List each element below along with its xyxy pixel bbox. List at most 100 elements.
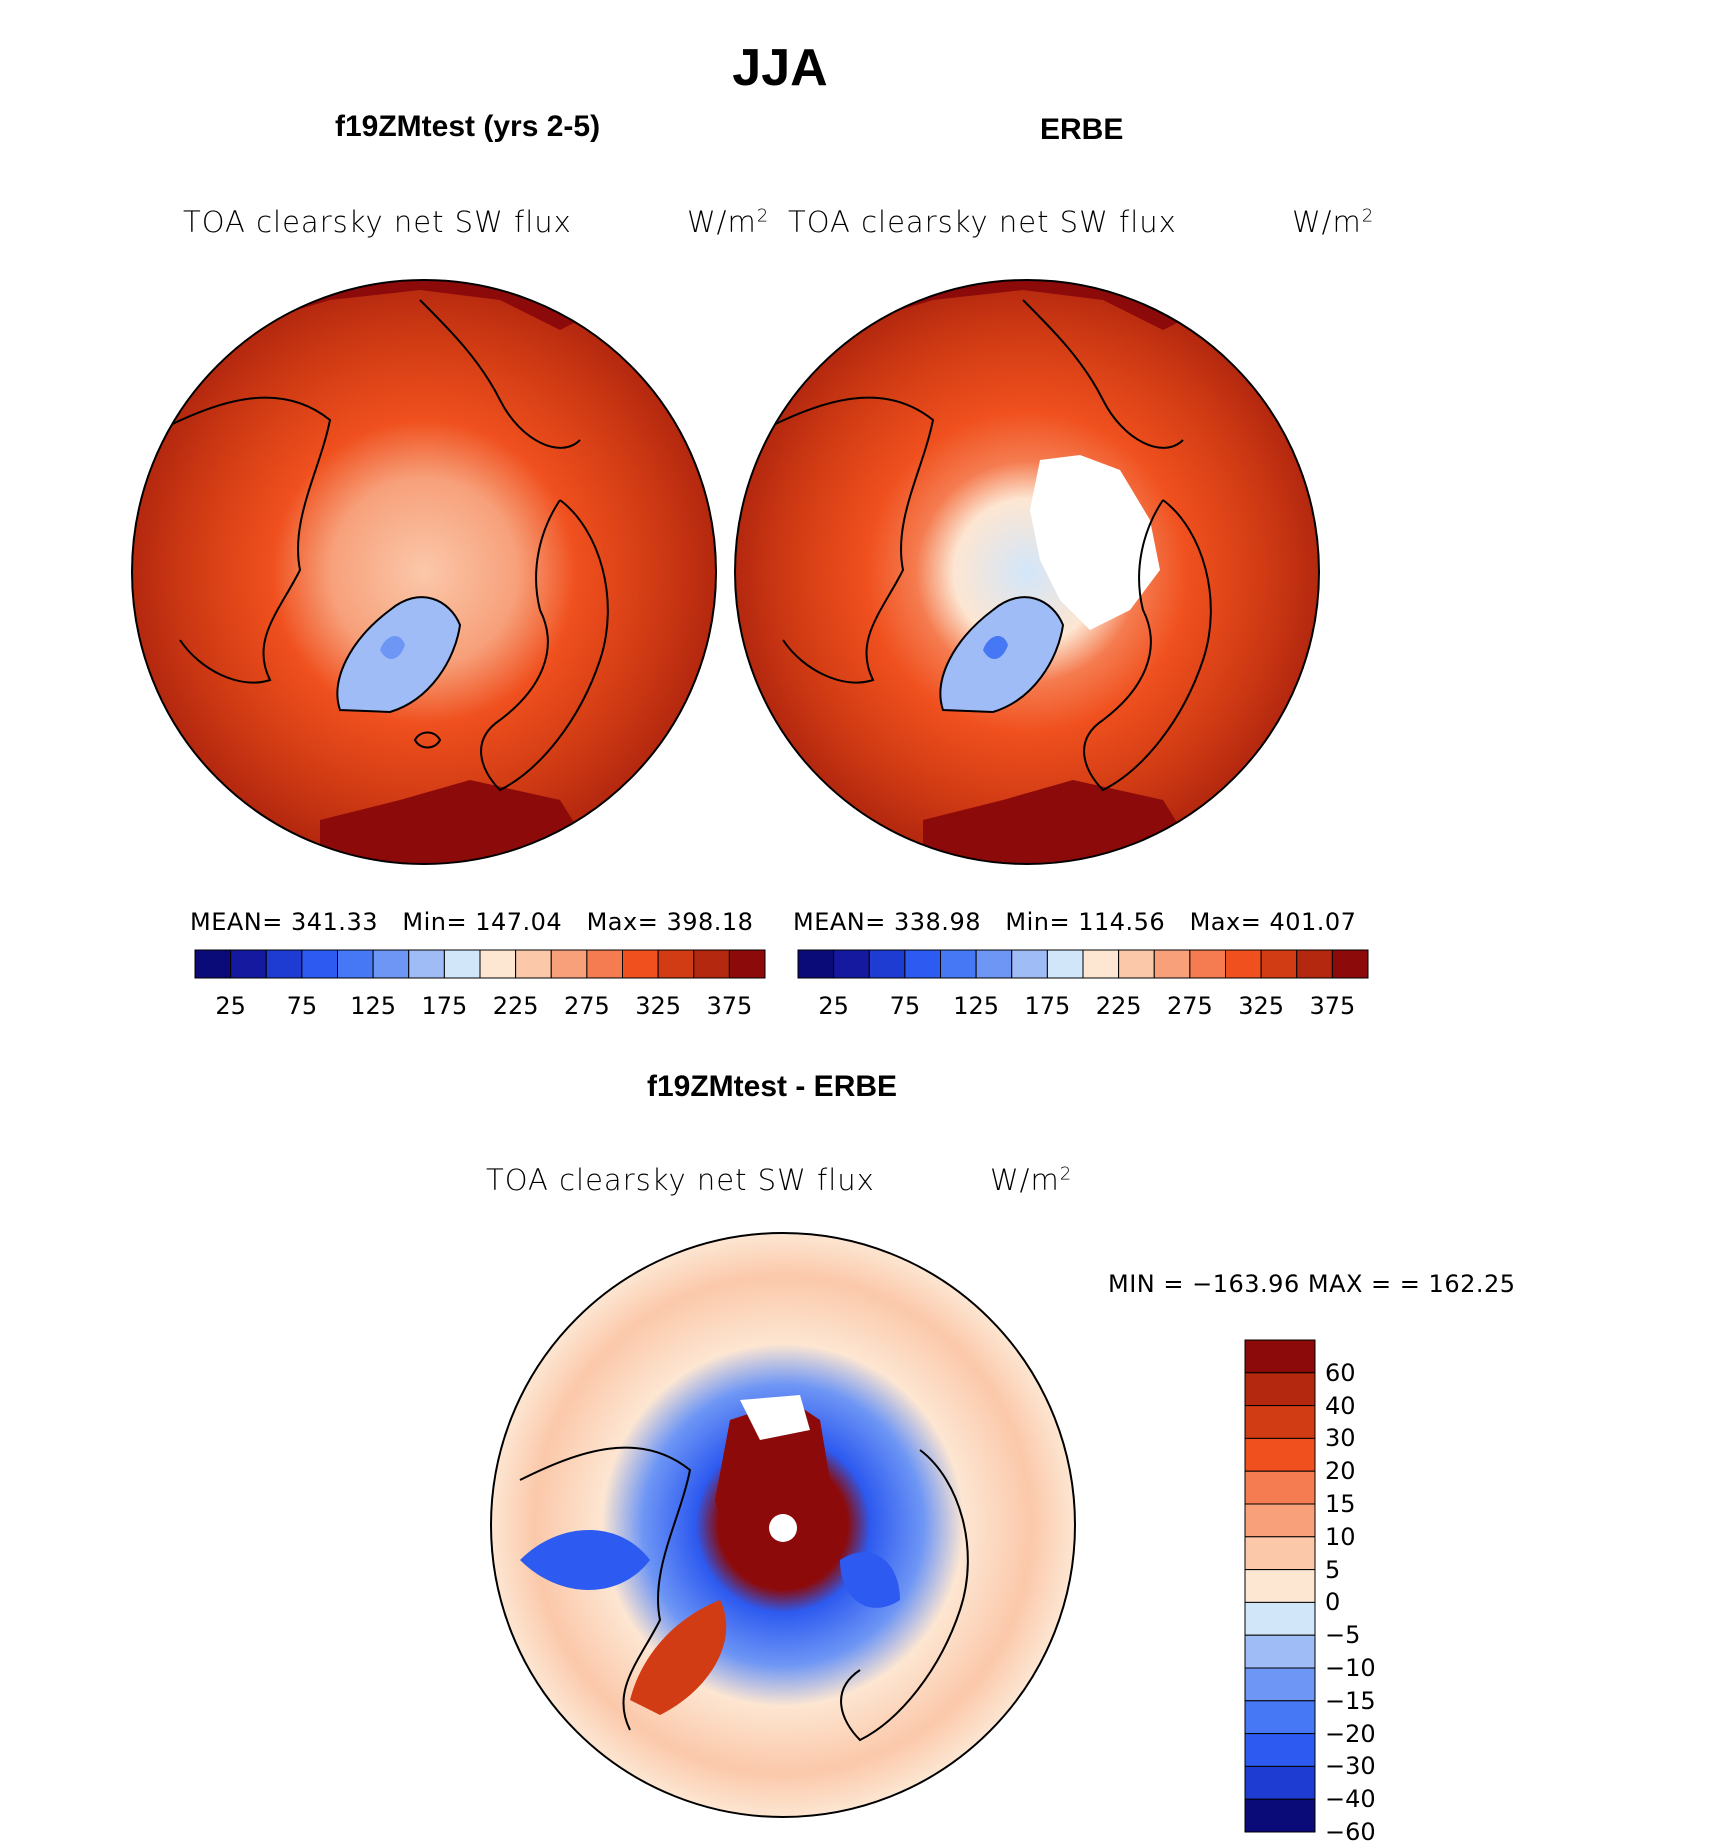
obs-colorbar-box [797,949,835,979]
obs-colorbar-tick: 275 [1166,992,1213,1020]
obs-colorbar-box [868,949,906,979]
model-colorbar-box [301,949,338,979]
model-colorbar-box [443,949,481,979]
diff-colorbar-tick: 60 [1325,1358,1356,1387]
model-colorbar [194,949,766,979]
diff-colorbar-tick: −40 [1325,1785,1376,1814]
obs-colorbar-tick: 375 [1309,992,1356,1020]
diff-colorbar-box [1244,1470,1316,1505]
model-colorbar-box [408,949,445,979]
diff-colorbar-box [1244,1339,1316,1374]
diff-colorbar-box [1244,1798,1316,1833]
model-colorbar-tick: 325 [635,992,682,1020]
diff-colorbar-tick: 30 [1325,1424,1356,1453]
model-units-label: W/m2 [687,205,770,239]
season-title: JJA [732,39,828,97]
diff-colorbar-box [1244,1405,1316,1439]
model-colorbar-box [230,949,267,979]
diff-colorbar-tick: −30 [1325,1752,1376,1781]
model-colorbar-box [622,949,659,979]
model-stats: MEAN= 341.33 Min= 147.04 Max= 398.18 [190,908,754,936]
obs-colorbar-box [1260,949,1298,979]
diff-colorbar-box [1244,1536,1316,1571]
obs-colorbar-tick: 225 [1095,992,1142,1020]
obs-colorbar-box [940,949,977,979]
diff-colorbar-tick: 10 [1325,1522,1356,1551]
diff-colorbar-box [1244,1700,1316,1735]
model-colorbar-tick: 375 [706,992,753,1020]
model-colorbar-tick: 75 [286,992,318,1020]
obs-colorbar-tick: 175 [1024,992,1071,1020]
diff-colorbar [1244,1339,1316,1833]
obs-colorbar-box [833,949,870,979]
diff-colorbar-box [1244,1765,1316,1800]
model-colorbar-box [550,949,588,979]
diff-colorbar-box [1244,1733,1316,1767]
diff-colorbar-box [1244,1503,1316,1538]
diff-variable-label: TOA clearsky net SW flux [486,1163,875,1197]
model-colorbar-tick: 275 [563,992,610,1020]
model-colorbar-tick: 175 [421,992,468,1020]
model-colorbar-box [479,949,517,979]
obs-colorbar-box [1225,949,1262,979]
model-colorbar-box [337,949,374,979]
obs-stats: MEAN= 338.98 Min= 114.56 Max= 401.07 [793,908,1357,936]
diff-polar-map [491,1233,1075,1817]
diff-colorbar-tick: −20 [1325,1719,1376,1748]
diff-units-label: W/m2 [990,1163,1073,1197]
diff-panel-title: f19ZMtest - ERBE [647,1070,898,1103]
model-colorbar-box [586,949,623,979]
model-variable-label: TOA clearsky net SW flux [183,205,572,239]
diff-colorbar-tick: 15 [1325,1490,1356,1518]
obs-colorbar-tick: 125 [953,992,1000,1020]
diff-colorbar-box [1244,1667,1316,1702]
obs-colorbar-box [975,949,1013,979]
model-colorbar-box [372,949,410,979]
obs-colorbar-box [904,949,941,979]
obs-units-label: W/m2 [1292,205,1375,239]
diff-colorbar-box [1244,1372,1316,1407]
diff-colorbar-tick: 20 [1325,1457,1356,1486]
model-panel-title: f19ZMtest (yrs 2-5) [335,110,601,143]
model-colorbar-box [194,949,232,979]
obs-colorbar-box [1296,949,1333,979]
model-polar-map [132,280,716,864]
obs-map-border [734,279,1320,865]
diff-colorbar-tick: −15 [1325,1686,1376,1715]
diff-colorbar-tick: 0 [1325,1588,1341,1617]
diff-colorbar-box [1244,1601,1316,1636]
model-colorbar-box [693,949,730,979]
diff-colorbar-box [1244,1437,1316,1472]
diff-colorbar-box [1244,1634,1316,1669]
obs-colorbar [797,949,1369,979]
model-colorbar-box [515,949,552,979]
obs-panel-title: ERBE [1040,113,1124,146]
obs-colorbar-box [1011,949,1048,979]
obs-colorbar-box [1331,949,1369,979]
model-colorbar-tick: 225 [492,992,539,1020]
diff-stats: MIN = −163.96 MAX = = 162.25 [1108,1270,1516,1298]
obs-colorbar-tick: 325 [1238,992,1285,1020]
diff-colorbar-tick: −60 [1325,1818,1376,1846]
diff-colorbar-tick: 5 [1325,1555,1341,1584]
model-colorbar-box [728,949,766,979]
obs-polar-map [735,280,1319,864]
model-colorbar-tick: 25 [215,992,246,1020]
diff-map-border [490,1232,1076,1818]
obs-colorbar-box [1153,949,1191,979]
diff-colorbar-tick: −10 [1325,1654,1376,1682]
model-colorbar-tick: 125 [350,992,397,1020]
obs-colorbar-box [1082,949,1120,979]
model-colorbar-box [265,949,303,979]
obs-colorbar-box [1118,949,1155,979]
diff-colorbar-tick: −5 [1325,1621,1361,1650]
obs-colorbar-tick: 25 [818,992,849,1020]
obs-colorbar-box [1046,949,1084,979]
diff-colorbar-tick: 40 [1325,1391,1356,1420]
model-map-border [131,279,717,865]
obs-variable-label: TOA clearsky net SW flux [788,205,1177,239]
model-colorbar-box [657,949,695,979]
obs-colorbar-box [1189,949,1226,979]
diff-colorbar-box [1244,1569,1316,1603]
